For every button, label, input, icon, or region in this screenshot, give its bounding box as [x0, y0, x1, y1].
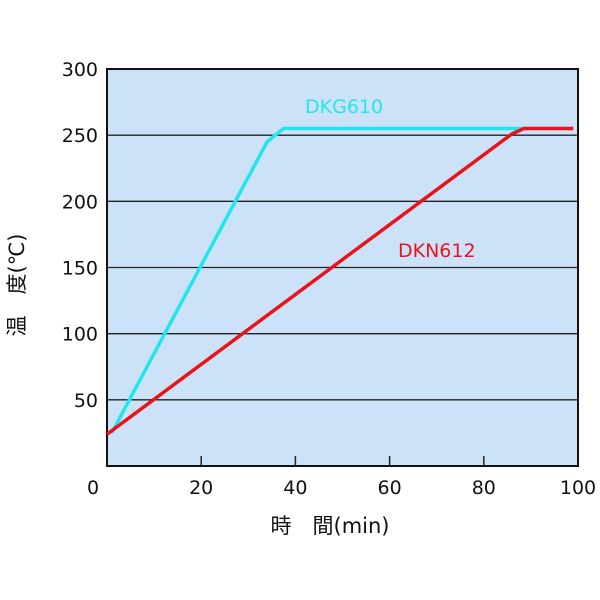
x-tick-label: 40: [283, 477, 307, 499]
series-line-dkn612: [105, 126, 574, 436]
y-axis-label: 温 度(℃): [5, 234, 29, 337]
y-tick-label: 250: [62, 125, 98, 147]
x-tick-label: 80: [472, 477, 496, 499]
x-tick-label: 0: [87, 477, 99, 499]
y-tick-label: 150: [62, 258, 98, 280]
y-tick-label: 300: [62, 59, 98, 81]
y-tick-label: 50: [74, 390, 98, 412]
x-tick-label: 100: [560, 477, 596, 499]
series-line-dkg610: [110, 126, 527, 434]
series-label-dkg610: DKG610: [305, 96, 383, 118]
plot-frame: [106, 68, 579, 467]
series-label-dkn612: DKN612: [398, 240, 476, 262]
x-tick-label: 20: [189, 477, 213, 499]
y-tick-label: 100: [62, 324, 98, 346]
x-axis-label: 時 間(min): [271, 514, 390, 538]
y-tick-label: 200: [62, 191, 98, 213]
x-tick-label: 60: [378, 477, 402, 499]
